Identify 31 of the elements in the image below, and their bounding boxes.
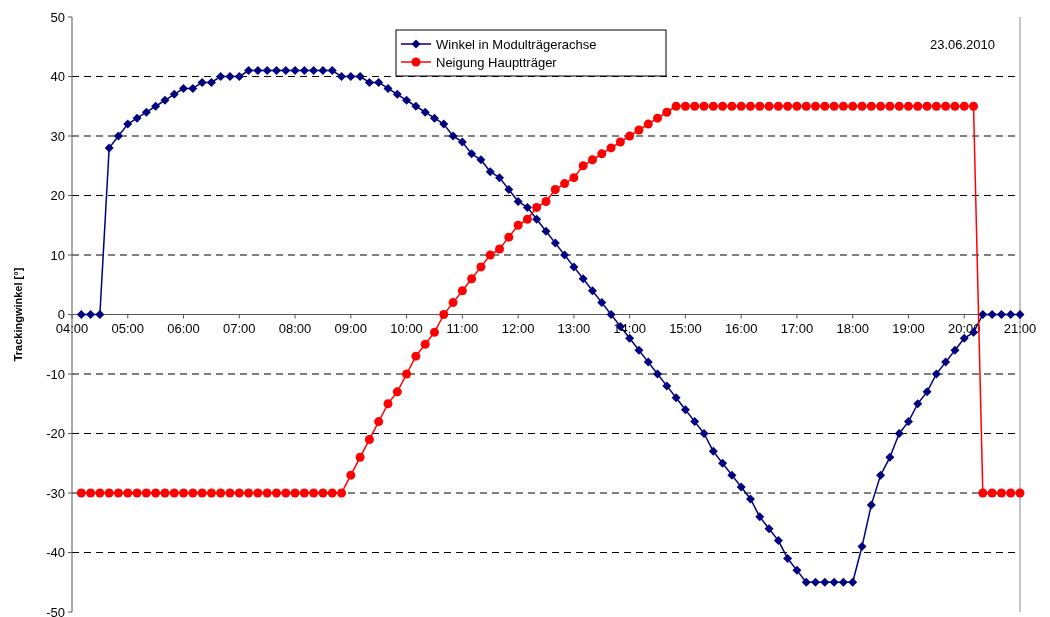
x-tick-label: 07:00 (223, 320, 256, 336)
y-tick-label: 50 (50, 9, 65, 25)
x-tick-label: 08:00 (278, 320, 312, 336)
y-axis-title: Trackingwinkel [°] (12, 267, 24, 362)
y-tick-label: 20 (50, 188, 65, 204)
y-tick-label: 0 (57, 307, 65, 323)
x-tick-label: 17:00 (780, 320, 814, 336)
x-tick-label: 21:00 (1003, 320, 1037, 336)
y-tick-label: 30 (50, 128, 65, 144)
x-tick-label: 15:00 (669, 320, 702, 336)
x-tick-label: 19:00 (892, 320, 925, 336)
y-tick-label: 10 (50, 247, 65, 263)
x-tick-label: 09:00 (334, 320, 368, 336)
x-tick-label: 16:00 (724, 320, 758, 336)
x-tick-label: 11:00 (446, 320, 479, 336)
y-tick-label: -30 (46, 485, 65, 501)
x-tick-label: 18:00 (836, 320, 869, 336)
x-tick-label: 12:00 (501, 320, 535, 336)
x-tick-label: 06:00 (167, 320, 200, 336)
legend-label: Neigung Hauptträger (436, 54, 558, 70)
y-tick-label: -50 (46, 604, 65, 617)
y-tick-label: 40 (50, 69, 65, 85)
x-tick-label: 13:00 (557, 320, 591, 336)
x-tick-label: 04:00 (55, 320, 89, 336)
x-tick-label: 10:00 (390, 320, 423, 336)
y-tick-label: -10 (46, 366, 65, 382)
y-tick-label: -40 (46, 545, 65, 561)
annotation: 23.06.2010 (929, 37, 995, 52)
legend-label: Winkel in Modulträgerachse (436, 36, 597, 52)
y-tick-label: -20 (46, 426, 65, 442)
x-tick-label: 05:00 (111, 320, 145, 336)
